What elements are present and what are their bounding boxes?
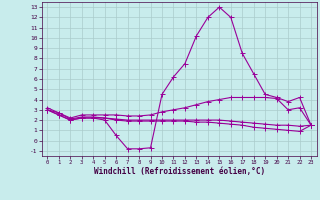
X-axis label: Windchill (Refroidissement éolien,°C): Windchill (Refroidissement éolien,°C) (94, 167, 265, 176)
